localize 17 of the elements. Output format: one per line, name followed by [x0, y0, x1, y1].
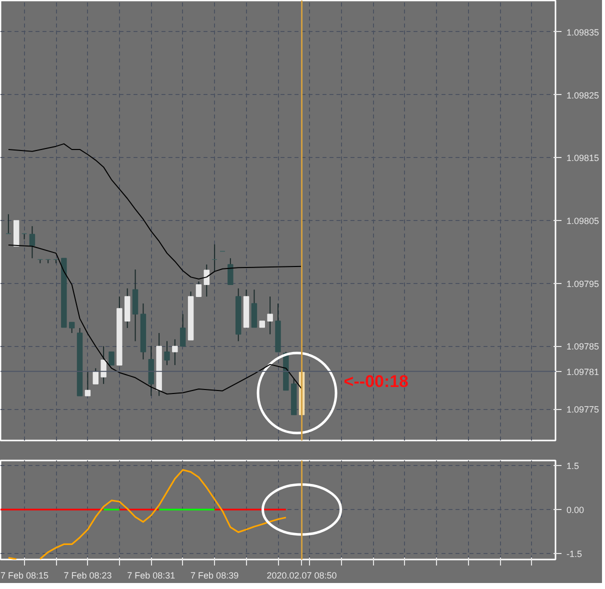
y-tick-label: 0.00 [566, 505, 584, 516]
y-tick-label: -1.5 [566, 549, 582, 560]
y-tick-label: 1.09825 [566, 90, 600, 100]
ref-line-label: 1.09781 [566, 366, 600, 377]
y-tick-label: 1.09785 [566, 342, 600, 352]
x-tick-label: 7 Feb 08:15 [0, 570, 49, 580]
y-tick-label: 1.09775 [566, 404, 600, 415]
y-tick-label: 1.09805 [566, 216, 600, 226]
x-tick-label: 7 Feb 08:39 [190, 570, 239, 580]
ref-line-label: 2020.02.07 08:50 [266, 570, 337, 580]
y-tick-label: 1.09835 [566, 27, 600, 38]
y-tick-label: 1.5 [566, 460, 580, 471]
x-tick-label: 7 Feb 08:23 [64, 570, 112, 580]
y-tick-label: 1.09815 [566, 153, 600, 164]
y-tick-label: 1.09795 [566, 278, 600, 289]
x-tick-label: 7 Feb 08:31 [127, 570, 176, 580]
annotation: <--00:18 [344, 372, 409, 391]
